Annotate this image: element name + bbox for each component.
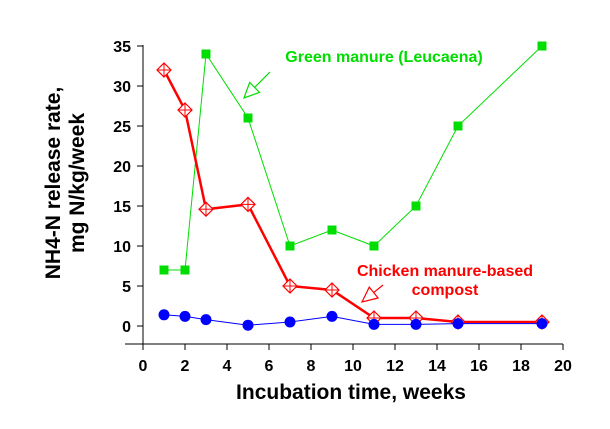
annotation-0: Green manure (Leucaena) <box>242 49 483 100</box>
data-point-circle <box>242 319 254 331</box>
data-point-circle <box>200 314 212 326</box>
x-axis-title: Incubation time, weeks <box>236 381 466 404</box>
x-tick-label: 20 <box>554 358 572 375</box>
annotation-layer: Green manure (Leucaena) Chicken manure-ba… <box>242 49 533 303</box>
data-point-circle <box>326 310 338 322</box>
data-point-circle <box>179 310 191 322</box>
data-point-square <box>327 225 337 235</box>
annotation-arrow-shaft <box>373 284 384 294</box>
y-axis-title-line-1: NH4-N release rate, <box>42 87 65 280</box>
data-point-square <box>453 121 463 131</box>
annotation-text: Chicken manure-based <box>357 263 533 280</box>
series-1 <box>156 62 550 330</box>
data-point-diamond <box>177 102 193 118</box>
x-tick-label: 2 <box>181 358 190 375</box>
annotation-1: Chicken manure-based compost <box>357 263 533 303</box>
data-point-square <box>369 241 379 251</box>
y-tick-label: 10 <box>113 239 131 256</box>
annotation-arrow-shaft <box>254 71 271 88</box>
x-tick-label: 12 <box>386 358 404 375</box>
series-0 <box>159 41 547 275</box>
annotation-arrow-head <box>242 81 261 100</box>
x-tick-label: 16 <box>470 358 488 375</box>
data-point-square <box>537 41 547 51</box>
data-point-square <box>411 201 421 211</box>
series-line <box>164 45 543 271</box>
y-tick-label: 25 <box>113 119 131 136</box>
axis-titles: Incubation time, weeks NH4-N release rat… <box>42 87 466 404</box>
data-point-circle <box>410 318 422 330</box>
y-tick-label: 30 <box>113 79 131 96</box>
data-point-circle <box>284 316 296 328</box>
x-tick-label: 0 <box>139 358 148 375</box>
data-point-square <box>159 265 169 275</box>
data-point-diamond <box>282 278 298 294</box>
y-axis-title-line-2: mg N/kg/week <box>66 113 89 253</box>
data-point-square <box>180 265 190 275</box>
x-tick-label: 6 <box>265 358 274 375</box>
series-2 <box>158 309 548 331</box>
annotation-text: Green manure (Leucaena) <box>285 49 482 66</box>
data-point-circle <box>158 309 170 321</box>
data-point-circle <box>452 318 464 330</box>
x-tick-label: 14 <box>428 358 446 375</box>
x-tick-label: 4 <box>223 358 232 375</box>
annotation-arrow-head <box>360 286 380 303</box>
data-point-diamond <box>324 282 340 298</box>
data-point-diamond <box>240 196 256 213</box>
series-line <box>163 314 542 326</box>
y-tick-label: 20 <box>113 159 131 176</box>
data-point-circle <box>368 318 380 330</box>
data-point-diamond <box>156 62 172 78</box>
series-layer <box>156 41 550 331</box>
data-point-square <box>243 113 253 123</box>
y-tick-label: 5 <box>122 279 131 296</box>
x-tick-label: 10 <box>344 358 362 375</box>
data-point-square <box>201 49 211 59</box>
y-tick-label: 0 <box>122 319 131 336</box>
axes: 0 5 10 15 20 25 30 35 0 2 4 6 8 10 12 14 16 18 20 <box>113 39 572 375</box>
data-point-diamond <box>198 201 214 218</box>
x-tick-label: 18 <box>512 358 530 375</box>
annotation-text: compost <box>412 282 479 299</box>
x-tick-label: 8 <box>307 358 316 375</box>
y-tick-label: 15 <box>113 199 131 216</box>
data-point-circle <box>536 318 548 330</box>
data-point-square <box>285 241 295 251</box>
series-line <box>162 69 542 324</box>
y-tick-label: 35 <box>113 39 131 56</box>
